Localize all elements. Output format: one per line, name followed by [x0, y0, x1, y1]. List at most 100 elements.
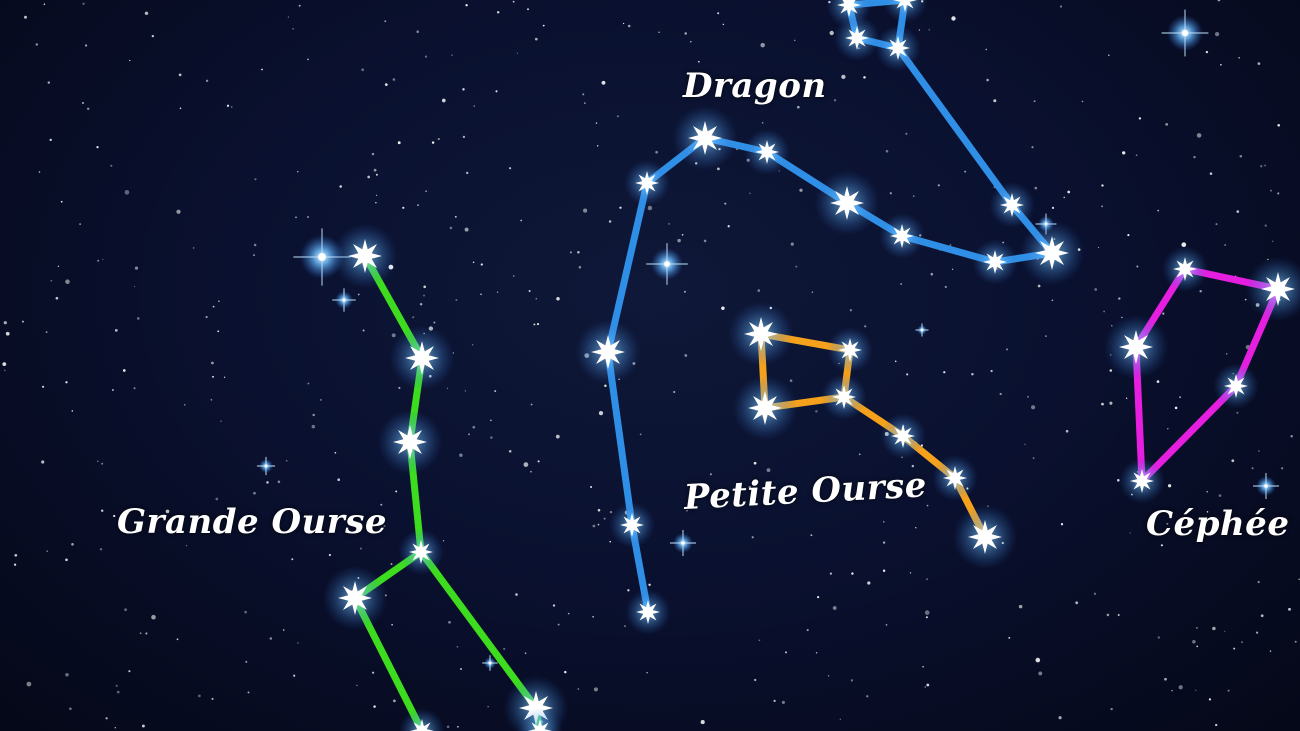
- background-star: [457, 726, 459, 728]
- background-star: [57, 265, 60, 267]
- bright-star: [915, 323, 929, 337]
- background-star: [1181, 242, 1187, 248]
- background-star: [446, 387, 449, 389]
- background-star: [375, 201, 377, 204]
- background-star: [971, 372, 974, 376]
- background-star: [101, 462, 104, 465]
- background-star: [442, 540, 445, 542]
- background-star: [686, 510, 688, 512]
- background-star: [577, 688, 580, 690]
- background-star: [885, 149, 889, 153]
- background-star: [596, 145, 599, 147]
- background-star: [1117, 614, 1120, 616]
- cephee-star: [1245, 256, 1300, 322]
- background-star: [398, 386, 401, 389]
- background-star: [810, 534, 813, 537]
- background-star: [1058, 716, 1062, 720]
- background-star: [841, 74, 846, 80]
- background-star: [690, 40, 692, 43]
- petite-ourse-star: [827, 327, 873, 373]
- background-star: [1244, 298, 1247, 301]
- background-star: [383, 524, 386, 528]
- background-star: [1264, 164, 1266, 167]
- background-star: [1160, 544, 1163, 547]
- background-star: [509, 167, 512, 170]
- background-star: [748, 485, 752, 489]
- background-star: [863, 76, 866, 79]
- background-star: [918, 29, 921, 31]
- background-star: [1251, 467, 1254, 470]
- background-star: [597, 523, 600, 526]
- background-star: [533, 323, 536, 326]
- background-star: [1118, 297, 1121, 300]
- background-star: [184, 404, 186, 406]
- background-star: [700, 720, 705, 725]
- background-star: [839, 718, 841, 720]
- background-star: [459, 453, 463, 457]
- background-star: [1212, 626, 1216, 631]
- bright-star: [646, 243, 688, 285]
- background-star: [446, 725, 450, 729]
- background-star: [297, 171, 299, 173]
- constellation-stars: [322, 0, 1300, 731]
- background-star: [889, 192, 892, 195]
- background-star: [833, 99, 837, 102]
- background-star: [297, 642, 299, 644]
- background-star: [466, 171, 469, 175]
- grande-ourse-star: [389, 325, 455, 391]
- background-star: [1257, 62, 1261, 65]
- dragon-star: [624, 160, 670, 206]
- grande-ourse-line: [417, 548, 540, 712]
- background-star: [1241, 641, 1243, 644]
- background-star: [1196, 627, 1198, 629]
- background-star: [1178, 685, 1183, 690]
- background-star: [796, 105, 800, 109]
- background-star: [1156, 380, 1160, 383]
- background-star: [464, 227, 469, 232]
- background-star: [449, 226, 453, 230]
- background-star: [937, 184, 940, 187]
- background-star: [253, 491, 256, 495]
- background-star: [1129, 532, 1131, 534]
- background-star: [1038, 671, 1043, 676]
- background-star: [247, 691, 250, 694]
- background-star: [69, 707, 72, 710]
- background-star: [113, 514, 116, 518]
- background-star: [766, 468, 771, 473]
- background-star: [990, 369, 993, 373]
- background-star: [357, 293, 360, 296]
- background-star: [906, 373, 909, 376]
- background-star: [668, 223, 670, 225]
- background-star: [496, 291, 499, 293]
- background-star: [151, 614, 156, 620]
- background-star: [462, 135, 466, 139]
- background-star: [328, 553, 332, 557]
- background-star: [925, 616, 928, 619]
- background-star: [372, 671, 375, 674]
- background-star: [395, 490, 398, 493]
- background-star: [592, 524, 596, 528]
- background-star: [178, 73, 182, 77]
- background-star: [583, 208, 588, 213]
- background-star: [851, 572, 854, 575]
- background-star: [285, 459, 288, 462]
- background-star: [391, 333, 396, 338]
- background-star: [894, 360, 897, 363]
- background-star: [205, 315, 208, 319]
- background-star: [915, 527, 917, 529]
- background-star: [1101, 184, 1104, 187]
- background-star: [424, 55, 428, 58]
- background-star: [595, 122, 598, 124]
- background-star: [1067, 190, 1071, 194]
- background-star: [390, 563, 393, 565]
- bright-star: [670, 530, 696, 556]
- background-star: [815, 410, 818, 413]
- background-star: [82, 102, 84, 104]
- background-star: [721, 306, 725, 310]
- background-star: [298, 4, 301, 7]
- background-star: [816, 595, 820, 599]
- background-star: [5, 331, 10, 336]
- background-star: [1224, 244, 1227, 246]
- background-star: [1236, 210, 1240, 213]
